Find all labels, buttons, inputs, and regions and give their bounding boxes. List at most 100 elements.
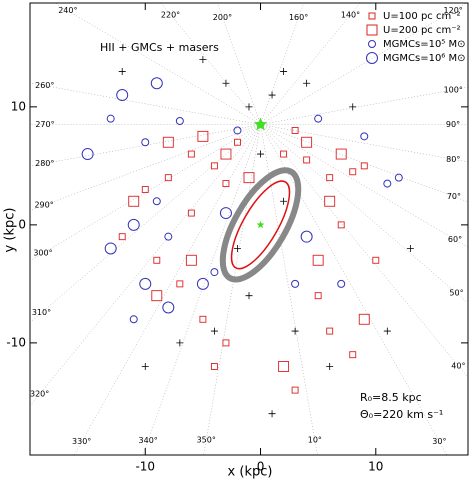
center-marker: [256, 220, 265, 229]
point: [129, 315, 138, 324]
point: [243, 172, 255, 184]
point: [291, 386, 299, 394]
point: [118, 233, 126, 241]
legend-marker: [366, 24, 378, 36]
longitude-label: 220°: [161, 10, 180, 19]
longitude-label: 10°: [308, 435, 322, 444]
x-tick-label: 10: [368, 460, 383, 474]
point: [303, 79, 311, 87]
longitude-label: 120°: [444, 6, 463, 15]
point: [349, 168, 357, 176]
bar-ellipse: [230, 180, 291, 270]
point: [360, 162, 368, 170]
longitude-line: [217, 3, 261, 125]
longitude-line: [260, 124, 468, 378]
point: [210, 327, 218, 335]
point: [187, 150, 195, 158]
point: [314, 114, 323, 123]
frame: [29, 2, 469, 456]
longitude-line: [260, 124, 448, 455]
longitude-label: 90°: [446, 120, 460, 129]
sun-marker: [253, 117, 268, 131]
point: [314, 292, 322, 300]
point: [303, 156, 311, 164]
point: [162, 301, 175, 314]
legend-label: U=100 pc cm⁻²: [383, 11, 461, 22]
longitude-label: 50°: [449, 288, 463, 297]
point: [335, 148, 347, 160]
point: [187, 209, 195, 217]
point: [196, 277, 209, 290]
y-tick-label: 0: [18, 217, 26, 231]
longitude-label: 70°: [447, 192, 461, 201]
point: [268, 410, 276, 418]
point: [210, 162, 218, 170]
point: [141, 362, 149, 370]
longitude-label: 320°: [30, 390, 49, 399]
point: [383, 179, 392, 188]
point: [280, 150, 288, 158]
longitude-label: 270°: [35, 120, 54, 129]
y-tick-label: -10: [6, 335, 26, 349]
point: [372, 256, 380, 264]
point: [197, 130, 209, 142]
point: [257, 150, 265, 158]
point: [116, 89, 129, 102]
longitude-line: [260, 124, 468, 203]
point: [185, 254, 197, 266]
point: [301, 136, 313, 148]
longitude-label: 280°: [35, 159, 54, 168]
annotation: Θ₀=220 km s⁻¹: [360, 408, 443, 421]
longitude-label: 350°: [197, 435, 216, 444]
longitude-label: 60°: [448, 235, 462, 244]
point: [245, 103, 253, 111]
x-tick-label: 0: [257, 460, 265, 474]
longitude-label: 290°: [34, 201, 53, 210]
longitude-line: [260, 86, 468, 125]
point: [280, 67, 288, 75]
legend-marker: [368, 12, 376, 20]
point: [406, 244, 414, 252]
longitude-line: [260, 3, 304, 125]
point: [222, 79, 230, 87]
point: [141, 138, 150, 147]
point: [358, 313, 370, 325]
point: [106, 114, 115, 123]
point: [383, 327, 391, 335]
point: [162, 136, 174, 148]
point: [312, 254, 324, 266]
annotation: HII + GMCs + masers: [100, 41, 219, 54]
longitude-line: [30, 82, 261, 125]
y-axis-label: y (kpc): [3, 208, 18, 253]
longitude-label: 30°: [432, 437, 446, 446]
point: [291, 127, 299, 134]
longitude-line: [73, 124, 261, 455]
point: [139, 277, 152, 290]
point: [128, 195, 140, 207]
point: [127, 218, 140, 231]
longitude-label: 240°: [58, 6, 77, 15]
point: [152, 197, 161, 206]
point: [151, 290, 163, 302]
point: [199, 56, 207, 64]
longitude-label: 340°: [139, 436, 158, 445]
point: [153, 256, 161, 264]
legend-marker: [368, 40, 376, 48]
longitude-label: 260°: [35, 81, 54, 90]
x-tick-label: -10: [135, 460, 155, 474]
point: [222, 180, 230, 188]
bar-ellipse: [219, 167, 302, 283]
point: [219, 207, 232, 220]
longitude-line: [260, 124, 318, 455]
longitude-line: [30, 124, 261, 323]
x-axis-label: x (kpc): [228, 465, 273, 480]
point: [81, 148, 94, 161]
point: [176, 339, 184, 347]
plot-area: 240° 220° 200° 160° 140° 120° 100° 90° 80° 70° 60°…: [30, 3, 468, 455]
point: [104, 242, 117, 255]
point: [337, 279, 346, 288]
point: [164, 174, 172, 182]
longitude-label: 310°: [32, 308, 51, 317]
